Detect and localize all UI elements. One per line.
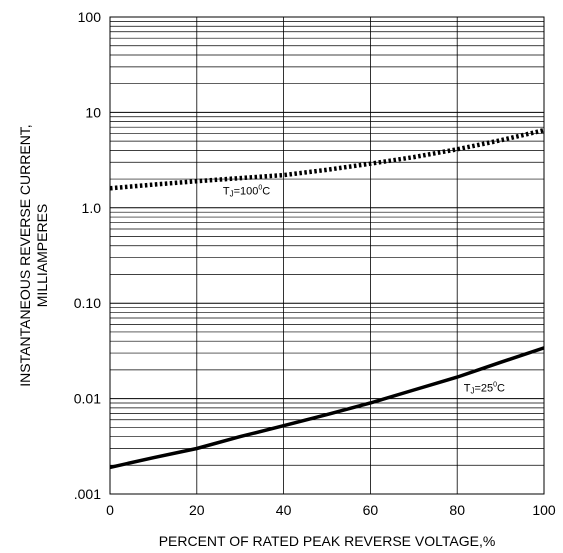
series-annotation-label: TJ=250C [464, 382, 505, 396]
y-axis-tick-labels: .001 0.01 0.10 1.0 10 100 [74, 9, 101, 502]
x-axis-title: PERCENT OF RATED PEAK REVERSE VOLTAGE,% [159, 533, 496, 549]
x-tick-label: 20 [189, 502, 205, 518]
grid-lines [109, 17, 545, 495]
x-axis-tick-labels: 0 20 40 60 80 100 [106, 502, 556, 518]
x-tick-label: 0 [106, 502, 114, 518]
y-tick-label: 0.01 [74, 391, 101, 407]
y-axis-title-line: MILLIAMPERES [34, 204, 50, 307]
y-tick-label: 10 [85, 104, 101, 120]
y-axis-title: INSTANTANEOUS REVERSE CURRENT, MILLIAMPER… [17, 124, 50, 386]
y-tick-label: 100 [78, 9, 102, 25]
x-tick-label: 40 [276, 502, 292, 518]
x-tick-label: 100 [532, 502, 556, 518]
series-annotations: TJ=1000C TJ=250C [223, 184, 505, 395]
y-tick-label: 0.10 [74, 295, 101, 311]
plot-frame [109, 16, 545, 495]
series-annotation-label: TJ=1000C [223, 184, 270, 198]
y-axis-title-line: INSTANTANEOUS REVERSE CURRENT, [17, 124, 33, 386]
x-tick-label: 80 [449, 502, 465, 518]
series-line-tj-100c [109, 128, 545, 191]
x-tick-label: 60 [363, 502, 379, 518]
y-tick-label: .001 [74, 486, 101, 502]
data-series [109, 128, 545, 470]
y-tick-label: 1.0 [82, 200, 102, 216]
series-line-tj-25c [109, 346, 545, 470]
